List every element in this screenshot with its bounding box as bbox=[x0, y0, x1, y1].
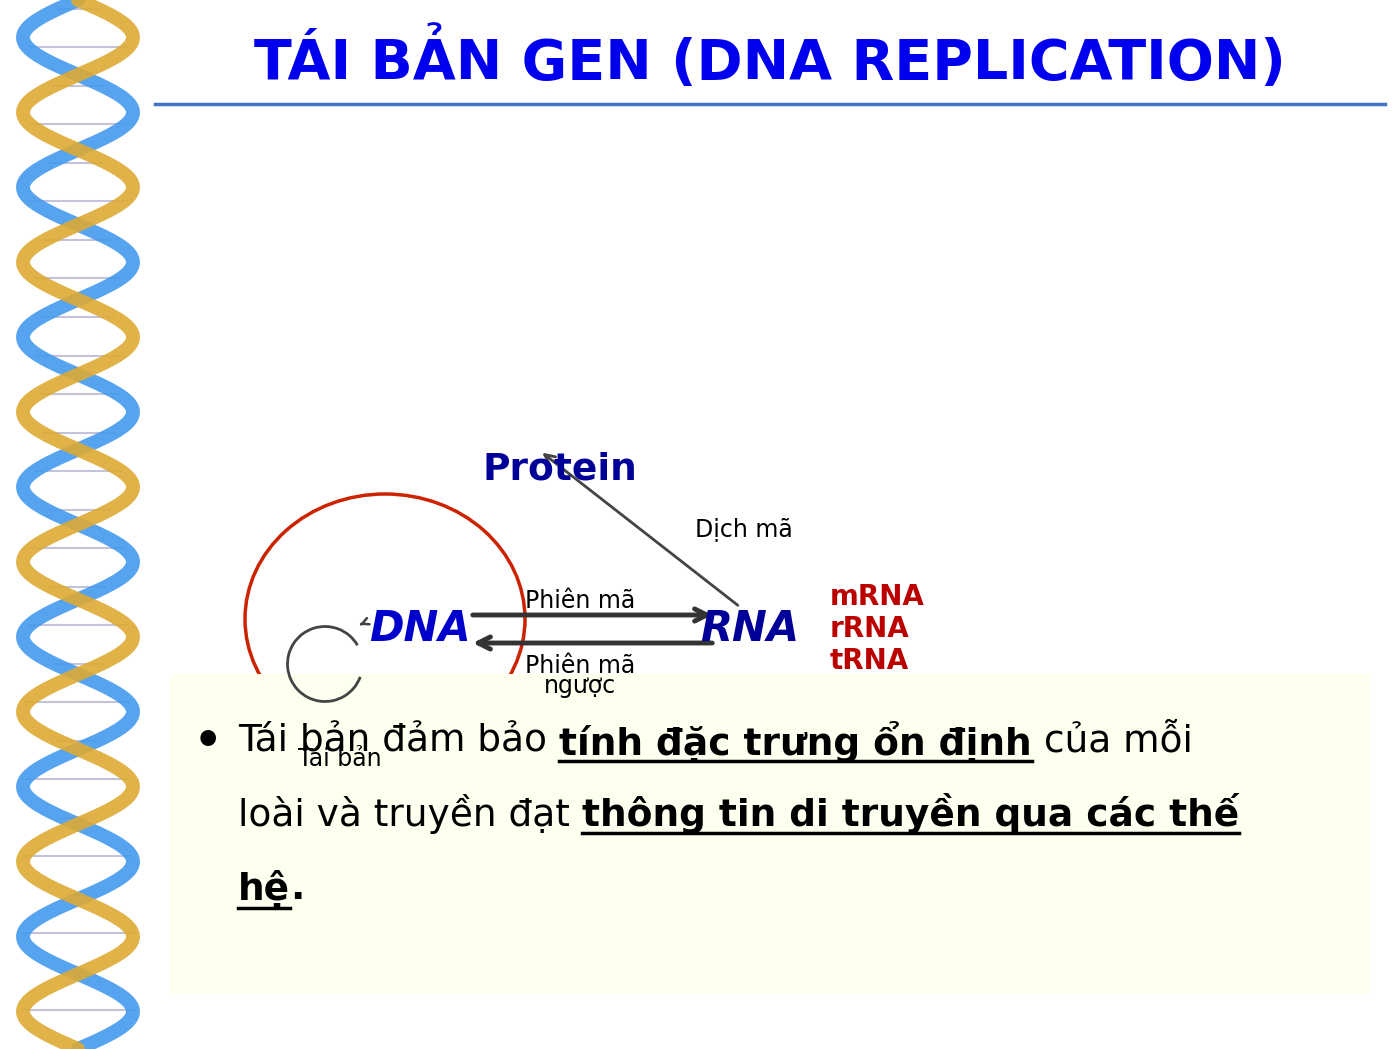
Text: loài và truyền đạt: loài và truyền đạt bbox=[238, 794, 582, 834]
Text: rRNA: rRNA bbox=[830, 615, 909, 643]
Text: RNA: RNA bbox=[701, 608, 800, 650]
Text: Phiên mã: Phiên mã bbox=[525, 588, 635, 613]
Text: tRNA: tRNA bbox=[830, 647, 909, 675]
Text: Dịch mã: Dịch mã bbox=[695, 517, 793, 541]
Text: của mỗi: của mỗi bbox=[1031, 724, 1192, 759]
Text: mRNA: mRNA bbox=[830, 583, 925, 611]
Text: Phiên mã: Phiên mã bbox=[525, 654, 635, 678]
Text: tính đặc trưng ổn định: tính đặc trưng ổn định bbox=[558, 721, 1031, 763]
Text: ngược: ngược bbox=[544, 675, 616, 698]
Text: TÁI BẢN GEN (DNA REPLICATION): TÁI BẢN GEN (DNA REPLICATION) bbox=[255, 27, 1286, 91]
Text: DNA: DNA bbox=[369, 608, 471, 650]
Text: thông tin di truyền qua các thế: thông tin di truyền qua các thế bbox=[582, 793, 1240, 835]
Text: Tái bản: Tái bản bbox=[298, 747, 382, 771]
Text: •: • bbox=[194, 721, 222, 764]
Text: .: . bbox=[290, 871, 305, 907]
FancyBboxPatch shape bbox=[171, 675, 1370, 994]
Text: Protein: Protein bbox=[483, 451, 638, 487]
Text: hệ: hệ bbox=[238, 870, 290, 908]
Text: Tái bản đảm bảo: Tái bản đảm bảo bbox=[238, 724, 558, 759]
